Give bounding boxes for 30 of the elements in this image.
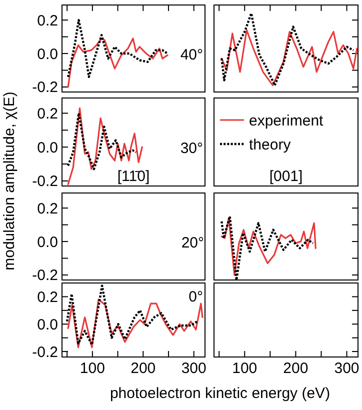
annotation: 40° [180,46,203,64]
x-tick-label: 100 [232,360,258,377]
y-tick-label: 0.2 [37,200,58,218]
line-series [67,38,168,88]
y-tick-label: 0.0 [37,46,58,63]
x-tick-label: 200 [130,360,156,377]
y-tick-label: 0.0 [37,139,58,156]
annotation: 20° [181,234,204,252]
legend-label: theory [249,136,292,154]
y-tick-label: -0.2 [32,173,58,190]
y-tick-label: -0.2 [32,267,58,284]
y-tick-label: -0.2 [32,344,58,361]
y-tick-label: 0.0 [37,234,58,251]
y-tick-label: 0.2 [37,12,58,30]
legend-label: experiment [249,112,324,130]
x-tick-label: 100 [80,360,105,377]
x-axis-title: photoelectron kinetic energy (eV) [110,385,330,402]
y-tick-label: 0.2 [37,288,58,306]
y-axis-title: modulation amplitude, χ(E) [1,92,18,270]
text: [11̄0] [117,168,150,185]
y-tick-label: -0.2 [32,79,58,96]
annotation: 0° [188,288,203,306]
line-series [66,18,169,78]
y-tick-label: 0.2 [37,105,58,122]
x-tick-label: 300 [334,360,360,377]
annotation: 30° [180,140,203,158]
x-tick-label: 300 [181,360,206,377]
text: [001] [269,168,303,185]
y-tick-label: 0.0 [37,316,58,334]
x-tick-label: 200 [283,360,308,377]
